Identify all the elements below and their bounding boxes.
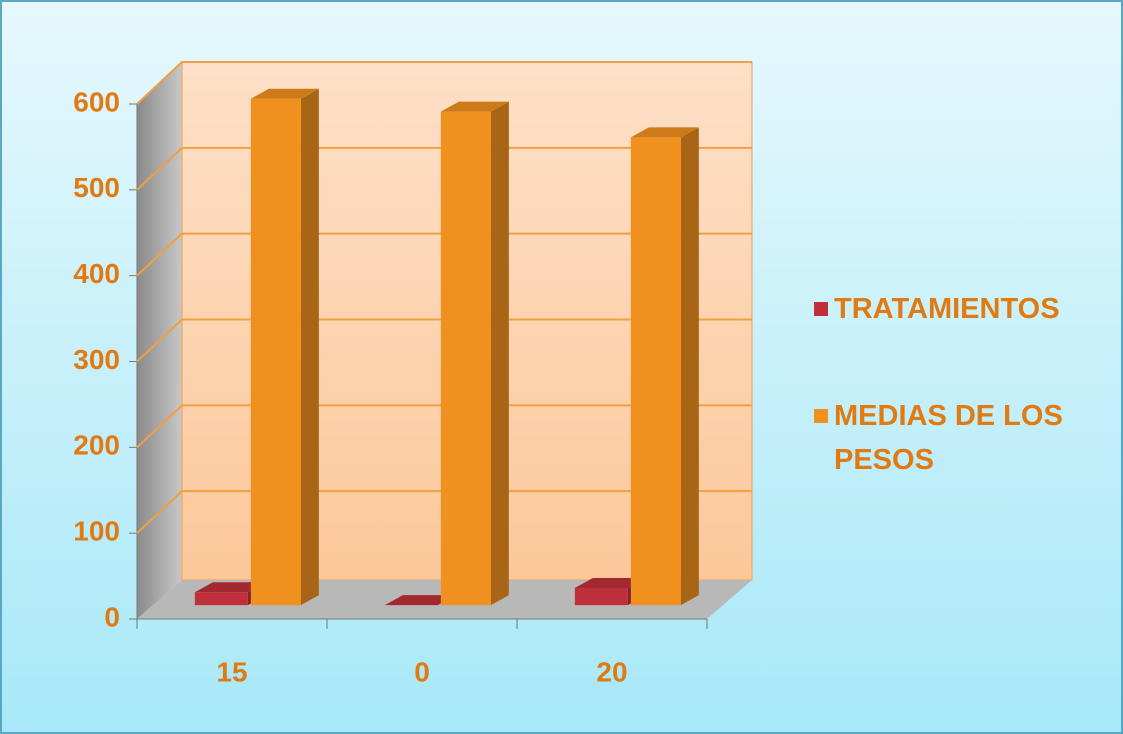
bar-top	[574, 577, 646, 588]
legend-label: MEDIAS DE LOS PESOS	[834, 400, 1063, 476]
bar-top	[440, 101, 509, 112]
bar-top	[630, 127, 699, 138]
y-tick-label: 300	[73, 344, 120, 375]
y-tick-label: 0	[104, 601, 120, 632]
legend-swatch	[814, 409, 828, 423]
grid-line	[136, 61, 752, 105]
bar-top	[384, 595, 456, 606]
y-tick-label: 500	[73, 172, 120, 203]
grid-line	[136, 404, 752, 449]
grid-line	[136, 490, 752, 534]
bar-top	[250, 88, 319, 99]
bar-side	[680, 127, 699, 606]
bar-top	[194, 582, 266, 593]
bar	[574, 587, 628, 606]
grid-line	[136, 146, 752, 191]
legend-swatch	[814, 302, 828, 316]
bar-side	[490, 101, 509, 606]
x-tick-label: 20	[596, 656, 627, 687]
legend-label: TRATAMIENTOS	[834, 293, 1060, 325]
y-tick-label: 100	[73, 516, 120, 547]
bar	[630, 137, 681, 606]
x-tick-label: 0	[414, 656, 430, 687]
grid-line	[136, 232, 752, 277]
bar	[194, 592, 248, 606]
grid-line	[136, 318, 752, 363]
bar	[440, 111, 491, 606]
y-tick-label: 400	[73, 258, 120, 289]
bar-side	[300, 88, 319, 606]
y-tick-label: 200	[73, 430, 120, 461]
x-tick-label: 15	[216, 656, 247, 687]
y-tick-label: 600	[73, 86, 120, 117]
bar	[250, 98, 301, 606]
